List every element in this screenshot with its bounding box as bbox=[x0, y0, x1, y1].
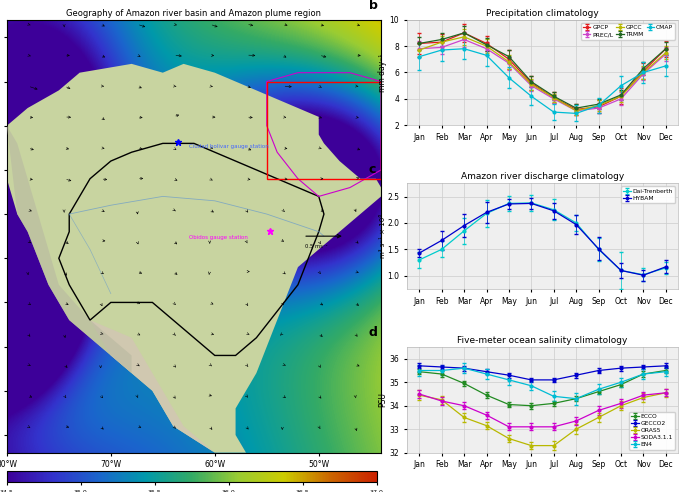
Text: b: b bbox=[369, 0, 378, 12]
Legend: Dai-Trenberth, HYBAM: Dai-Trenberth, HYBAM bbox=[621, 186, 675, 203]
Text: 0.5 ms⁻¹: 0.5 ms⁻¹ bbox=[306, 244, 328, 248]
Title: Precipitation climatology: Precipitation climatology bbox=[486, 8, 599, 18]
Y-axis label: mm day⁻¹: mm day⁻¹ bbox=[378, 53, 387, 92]
Y-axis label: m³ s⁻¹ × 10⁶: m³ s⁻¹ × 10⁶ bbox=[380, 214, 386, 258]
Polygon shape bbox=[7, 126, 132, 373]
Legend: GPCP, PREC/L, GPCC, TRMM, CMAP: GPCP, PREC/L, GPCC, TRMM, CMAP bbox=[581, 23, 675, 39]
Bar bbox=[266, 82, 381, 179]
Title: Geography of Amazon river basin and Amazon plume region: Geography of Amazon river basin and Amaz… bbox=[66, 8, 321, 18]
Text: d: d bbox=[369, 327, 378, 339]
Text: Obidos gauge station: Obidos gauge station bbox=[189, 235, 248, 240]
Text: Ciudad bolivar gauge station: Ciudad bolivar gauge station bbox=[189, 144, 269, 149]
Polygon shape bbox=[7, 64, 381, 453]
Polygon shape bbox=[90, 320, 215, 453]
Title: Amazon river discharge climatology: Amazon river discharge climatology bbox=[461, 172, 624, 181]
Text: c: c bbox=[369, 163, 376, 176]
Legend: ECCO, GECCO2, ORAS5, SODA3.1.1, EN4: ECCO, GECCO2, ORAS5, SODA3.1.1, EN4 bbox=[629, 412, 675, 450]
Title: Five-meter ocean salinity climatology: Five-meter ocean salinity climatology bbox=[458, 336, 627, 345]
Y-axis label: PSU: PSU bbox=[377, 393, 387, 407]
